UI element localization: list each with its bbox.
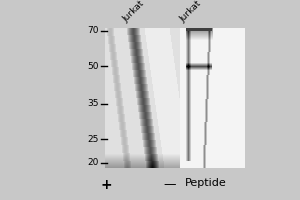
Text: 50: 50	[88, 62, 99, 71]
Text: Jurkat: Jurkat	[178, 0, 203, 24]
Text: 20: 20	[88, 158, 99, 167]
Bar	[0, 0, 105, 200]
Text: Peptide: Peptide	[184, 178, 226, 188]
Text: 25: 25	[88, 135, 99, 144]
Text: +: +	[101, 178, 112, 192]
Text: 70: 70	[88, 26, 99, 35]
Text: Jurkat: Jurkat	[122, 0, 146, 24]
Bar	[245, 0, 300, 200]
Text: 35: 35	[88, 99, 99, 108]
Text: —: —	[163, 178, 176, 191]
